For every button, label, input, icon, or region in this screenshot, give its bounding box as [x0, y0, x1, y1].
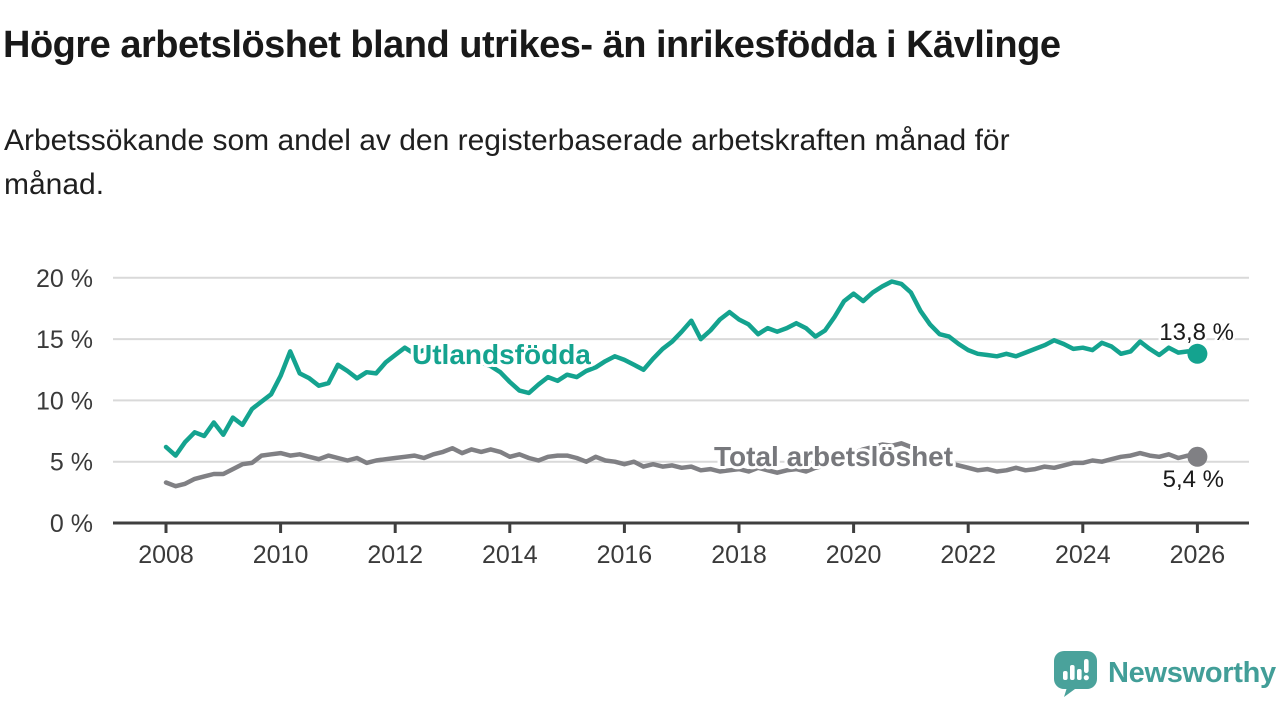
y-tick-label: 15 % — [36, 326, 93, 354]
x-tick-label: 2026 — [1170, 541, 1226, 569]
chart-subtitle: Arbetssökande som andel av den registerb… — [4, 124, 1010, 201]
newsworthy-logo-text: Newsworthy — [1108, 656, 1276, 689]
series-line-total — [163, 441, 1200, 489]
y-tick-label: 20 % — [36, 265, 93, 293]
x-tick-label: 2024 — [1055, 541, 1111, 569]
x-tick-label: 2016 — [597, 541, 653, 569]
x-tick-label: 2010 — [253, 541, 309, 569]
x-tick-label: 2008 — [138, 541, 194, 569]
x-tick-label: 2018 — [711, 541, 767, 569]
newsworthy-logo-icon — [1054, 651, 1097, 697]
series-line-utlandsfodda — [163, 279, 1200, 458]
end-value-label: 5,4 % — [1163, 466, 1224, 493]
y-tick-label: 10 % — [36, 387, 93, 415]
series-label: Utlandsfödda — [412, 339, 591, 370]
series-label: Total arbetslöshet — [714, 441, 953, 472]
series-end-dot — [1187, 446, 1208, 467]
x-tick-label: 2012 — [367, 541, 423, 569]
newsworthy-logo: Newsworthy — [1052, 649, 1276, 697]
series-end-dot — [1187, 343, 1208, 364]
logo-bar-1 — [1063, 671, 1068, 680]
chart-title: Högre arbetslöshet bland utrikes- än inr… — [3, 24, 1061, 66]
logo-exclamation-dot — [1083, 675, 1089, 681]
logo-bubble-shape — [1054, 651, 1097, 697]
x-tick-label: 2014 — [482, 541, 538, 569]
x-tick-label: 2022 — [940, 541, 996, 569]
logo-bar-2 — [1070, 665, 1075, 680]
logo-bar-3 — [1077, 669, 1082, 680]
x-tick-label: 2020 — [826, 541, 882, 569]
y-tick-label: 5 % — [50, 449, 93, 477]
y-tick-label: 0 % — [50, 510, 93, 538]
logo-exclamation-bar — [1084, 659, 1089, 673]
end-value-label: 13,8 % — [1159, 319, 1234, 346]
